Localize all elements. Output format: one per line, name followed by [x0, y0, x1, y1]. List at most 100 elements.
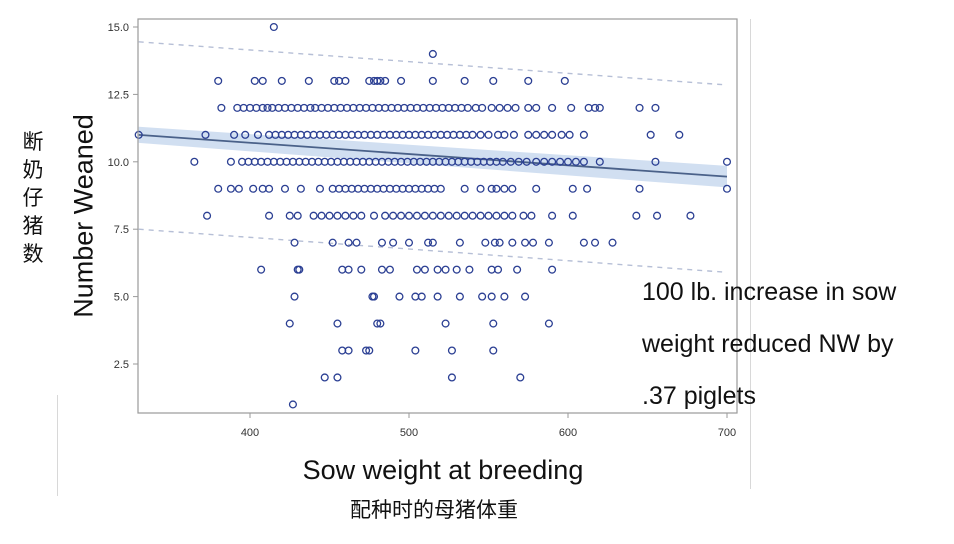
data-point: [444, 211, 453, 220]
data-point: [455, 292, 464, 301]
data-point: [476, 184, 485, 193]
data-point: [265, 211, 274, 220]
data-point: [503, 103, 512, 112]
data-point: [352, 238, 361, 247]
data-point: [230, 130, 239, 139]
data-point: [646, 130, 655, 139]
data-point: [333, 319, 342, 328]
data-point: [635, 103, 644, 112]
data-point: [288, 400, 297, 409]
data-point: [376, 76, 385, 85]
data-point: [296, 184, 305, 193]
data-point: [476, 211, 485, 220]
data-point: [441, 319, 450, 328]
data-point: [571, 157, 580, 166]
data-point: [481, 238, 490, 247]
annotation-line-2: weight reduced NW by: [642, 330, 894, 358]
data-point: [420, 211, 429, 220]
y-tick-label: 10.0: [108, 157, 129, 169]
data-point: [468, 211, 477, 220]
data-point: [257, 265, 266, 274]
data-point: [328, 238, 337, 247]
data-point: [341, 76, 350, 85]
plot-frame: [137, 18, 738, 414]
data-point: [258, 103, 267, 112]
lower-prediction-limit: [138, 228, 728, 274]
data-point: [317, 211, 326, 220]
data-point: [590, 103, 600, 112]
data-point: [514, 157, 523, 166]
slope-annotation: 100 lb. increase in sow weight reduced N…: [642, 266, 896, 422]
data-point: [417, 292, 426, 301]
data-point: [489, 319, 498, 328]
data-point: [369, 292, 379, 301]
data-point: [527, 211, 536, 220]
data-point: [295, 265, 304, 274]
annotation-line-1: 100 lb. increase in sow: [642, 278, 897, 306]
data-point: [478, 292, 487, 301]
data-point: [389, 238, 398, 247]
data-point: [253, 130, 263, 139]
data-point: [508, 184, 517, 193]
data-point: [492, 211, 501, 220]
y-tick-label: 7.5: [114, 224, 129, 236]
prediction-limits: [138, 41, 728, 274]
data-point: [362, 346, 371, 355]
data-point: [411, 346, 420, 355]
y-tick-label: 5.0: [114, 292, 129, 304]
data-point: [487, 292, 496, 301]
data-point: [652, 211, 662, 220]
data-point: [524, 76, 533, 85]
y-tick-label: 12.5: [108, 89, 129, 101]
data-point: [412, 265, 422, 274]
data-point: [532, 103, 541, 112]
data-point: [330, 76, 339, 85]
fit-line: [138, 133, 728, 178]
x-tick-label: 500: [400, 427, 418, 439]
data-point: [234, 184, 243, 193]
upper-prediction-limit: [138, 41, 728, 86]
data-point: [341, 211, 350, 220]
data-point: [365, 346, 374, 355]
data-point: [516, 373, 525, 382]
data-point: [344, 346, 353, 355]
data-point: [495, 238, 504, 247]
data-point: [214, 76, 223, 85]
data-point: [280, 184, 290, 193]
data-point: [565, 130, 574, 139]
data-point: [241, 130, 250, 139]
data-point: [490, 238, 499, 247]
figure-border-right: [750, 19, 751, 489]
data-point: [635, 184, 644, 193]
data-point: [579, 130, 588, 139]
data-point: [320, 373, 329, 382]
x-tick-label: 700: [718, 427, 736, 439]
data-point: [376, 319, 385, 328]
data-point: [632, 211, 641, 220]
data-point: [357, 265, 366, 274]
data-point: [290, 238, 299, 247]
data-point: [377, 238, 387, 247]
data-point: [522, 157, 531, 166]
data-point: [686, 211, 695, 220]
data-point: [532, 130, 541, 139]
annotation-line-3: .37 piglets: [642, 382, 756, 410]
data-point: [460, 184, 469, 193]
data-point: [344, 238, 353, 247]
data-point: [395, 292, 404, 301]
data-point: [524, 130, 533, 139]
data-point: [250, 76, 259, 85]
data-point: [304, 76, 313, 85]
data-point: [595, 157, 604, 166]
data-point: [651, 103, 660, 112]
data-point: [203, 211, 212, 220]
data-point: [369, 211, 379, 220]
data-point: [404, 238, 414, 247]
data-point: [528, 238, 538, 247]
data-point: [381, 211, 390, 220]
data-point: [493, 265, 503, 274]
data-points: [134, 22, 732, 409]
x-axis-title: Sow weight at breeding: [302, 455, 584, 485]
data-point: [309, 211, 318, 220]
